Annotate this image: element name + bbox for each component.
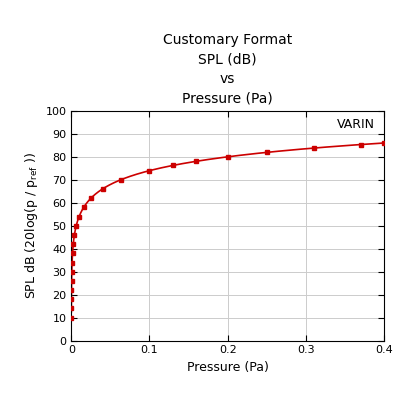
X-axis label: Pressure (Pa): Pressure (Pa) xyxy=(187,361,268,374)
Title: Customary Format
SPL (dB)
vs
Pressure (Pa): Customary Format SPL (dB) vs Pressure (P… xyxy=(163,33,292,106)
Y-axis label: SPL dB (20log(p / p$_{\mathregular{ref}}$ )): SPL dB (20log(p / p$_{\mathregular{ref}}… xyxy=(23,152,40,299)
Text: VARIN: VARIN xyxy=(337,118,375,131)
